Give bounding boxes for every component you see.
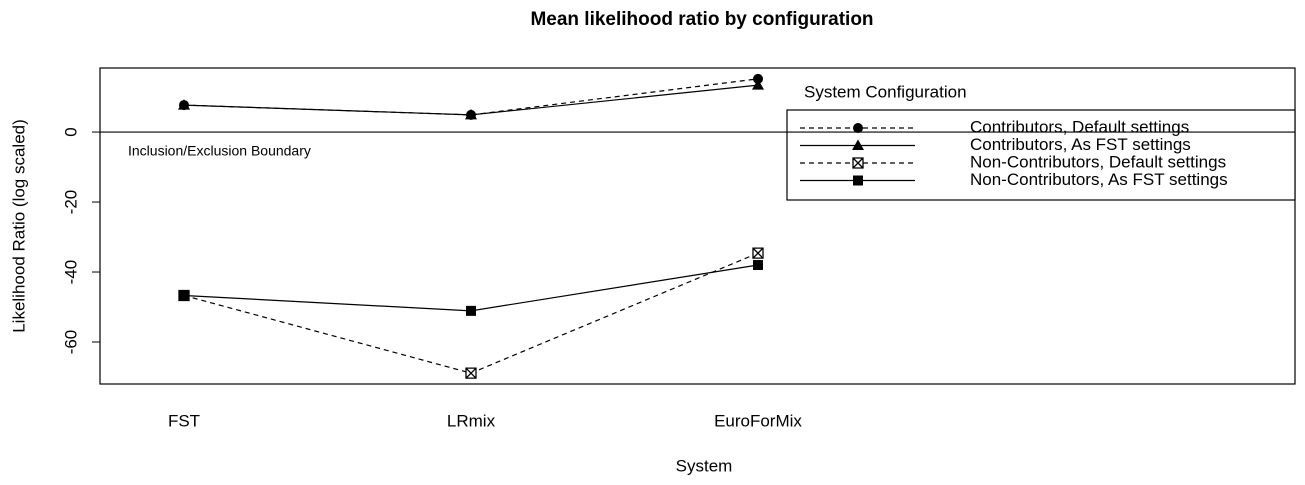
data-point bbox=[465, 367, 477, 379]
series-line bbox=[183, 78, 759, 116]
legend-label: Non-Contributors, Default settings bbox=[970, 152, 1226, 171]
legend-label: Non-Contributors, As FST settings bbox=[970, 170, 1228, 189]
x-tick-label: LRmix bbox=[447, 411, 496, 430]
data-point bbox=[179, 290, 189, 301]
series-line bbox=[183, 264, 759, 312]
legend-marker bbox=[852, 157, 864, 169]
data-point bbox=[753, 260, 763, 271]
data-point bbox=[466, 305, 476, 316]
legend-title: System Configuration bbox=[804, 82, 967, 101]
y-tick-label: -20 bbox=[61, 190, 80, 215]
data-point bbox=[465, 108, 477, 120]
x-tick-label: EuroForMix bbox=[714, 411, 802, 430]
y-tick-label: -40 bbox=[61, 260, 80, 285]
plot-frame bbox=[99, 67, 1296, 385]
y-tick-label: -60 bbox=[61, 330, 80, 355]
legend-box bbox=[786, 109, 1296, 201]
legend-marker bbox=[852, 139, 864, 150]
y-axis-label: Likelihood Ratio (log scaled) bbox=[9, 119, 28, 333]
legend-marker bbox=[853, 123, 863, 133]
data-point bbox=[752, 79, 764, 90]
chart-title: Mean likelihood ratio by configuration bbox=[530, 9, 873, 30]
x-axis-label: System bbox=[676, 456, 733, 475]
y-tick-label: 0 bbox=[61, 127, 80, 136]
annotation: Inclusion/Exclusion Boundary bbox=[128, 143, 311, 159]
legend-marker bbox=[853, 175, 863, 186]
legend-label: Contributors, As FST settings bbox=[970, 135, 1191, 154]
data-point bbox=[752, 247, 764, 259]
data-point bbox=[753, 73, 763, 84]
x-tick-label: FST bbox=[168, 411, 200, 430]
data-point bbox=[178, 99, 190, 110]
legend-label: Contributors, Default settings bbox=[970, 117, 1189, 136]
